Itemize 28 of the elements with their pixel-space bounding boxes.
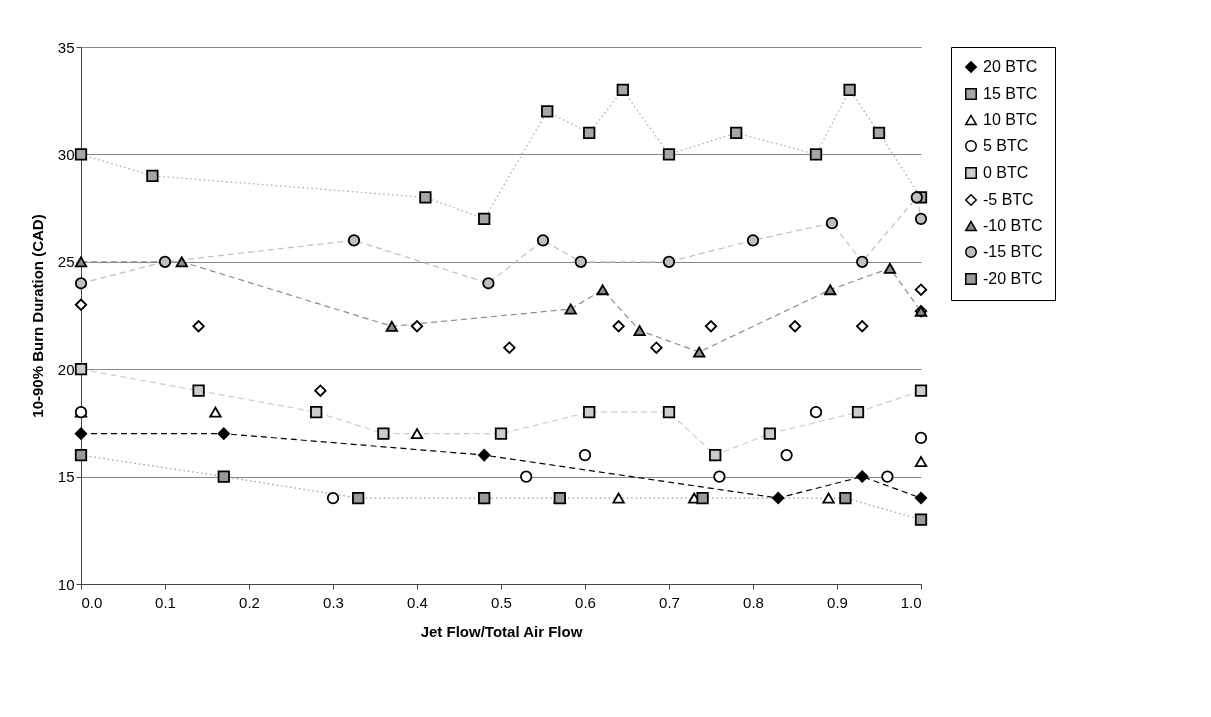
y-tick-label: 10 <box>57 575 75 593</box>
x-tick-label: 0.2 <box>239 593 260 611</box>
x-tick-label: 1.0 <box>900 593 922 611</box>
legend-label: -10 BTC <box>983 217 1043 234</box>
x-tick-label: 0.8 <box>743 593 764 611</box>
y-axis-title: 10-90% Burn Duration (CAD) <box>28 214 46 418</box>
legend-label: 20 BTC <box>983 58 1038 75</box>
legend-label: -15 BTC <box>983 243 1043 260</box>
x-tick-label: 0.1 <box>155 593 176 611</box>
legend-label: 5 BTC <box>983 137 1029 154</box>
y-tick-label: 20 <box>57 360 75 378</box>
x-tick-label: 0.6 <box>575 593 596 611</box>
y-tick-label: 30 <box>57 145 75 163</box>
x-tick-label: 0.0 <box>81 593 103 611</box>
legend-label: -5 BTC <box>983 191 1034 208</box>
legend-label: 0 BTC <box>983 164 1029 181</box>
legend-label: -20 BTC <box>983 270 1043 287</box>
x-tick-label: 0.5 <box>491 593 512 611</box>
y-tick-label: 25 <box>57 253 75 271</box>
x-tick-label: 0.9 <box>827 593 848 611</box>
x-tick-label: 0.4 <box>407 593 428 611</box>
legend-label: 10 BTC <box>983 111 1038 128</box>
legend-label: 15 BTC <box>983 85 1038 102</box>
x-axis-title: Jet Flow/Total Air Flow <box>420 622 583 640</box>
y-tick-label: 15 <box>57 468 75 486</box>
y-tick-label: 35 <box>57 38 75 56</box>
x-tick-label: 0.3 <box>323 593 344 611</box>
x-tick-label: 0.7 <box>659 593 680 611</box>
